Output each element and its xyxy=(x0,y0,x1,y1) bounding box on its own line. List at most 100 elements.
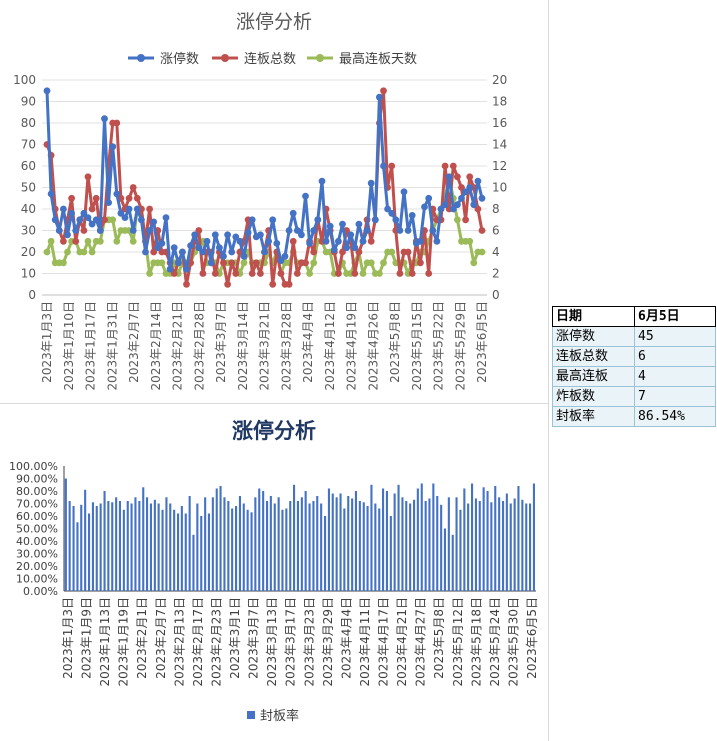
bar xyxy=(103,491,106,591)
bar xyxy=(424,501,427,591)
y-tick-label: 40.00% xyxy=(16,535,58,548)
data-point xyxy=(68,209,75,217)
row-label: 最高连板 xyxy=(552,366,635,387)
data-point xyxy=(293,270,301,277)
data-point xyxy=(339,220,346,228)
data-point xyxy=(273,240,281,247)
row-value: 7 xyxy=(634,386,716,407)
data-point xyxy=(129,184,137,191)
x-tick-label: 2023年4月27日 xyxy=(414,597,428,686)
bar xyxy=(397,484,400,592)
table-row: 炸板数 7 xyxy=(552,386,716,407)
x-tick-label: 2023年3月7日 xyxy=(214,301,228,383)
data-point xyxy=(277,270,285,277)
data-point xyxy=(162,214,170,222)
bar xyxy=(231,508,234,591)
data-point xyxy=(252,259,260,267)
bar xyxy=(196,503,199,591)
data-point xyxy=(376,93,383,101)
chart-legend: 涨停数 连板总数 最高连板天数 xyxy=(128,51,417,67)
row-label: 连板总数 xyxy=(552,346,635,367)
data-point xyxy=(117,209,125,217)
data-point xyxy=(228,259,236,267)
data-point xyxy=(113,237,121,245)
bar xyxy=(269,496,272,591)
data-point xyxy=(211,270,219,277)
data-point xyxy=(384,205,391,213)
data-point xyxy=(466,237,474,245)
bar xyxy=(149,503,152,591)
data-point xyxy=(306,270,313,277)
data-point xyxy=(47,237,55,245)
x-tick-label: 2023年3月14日 xyxy=(236,301,250,390)
data-point xyxy=(433,237,441,245)
data-point xyxy=(335,237,342,245)
bar xyxy=(91,502,94,592)
data-point xyxy=(220,259,227,267)
bar xyxy=(327,488,330,591)
legend-marker xyxy=(316,54,324,62)
data-point xyxy=(454,201,461,209)
data-point xyxy=(43,87,51,95)
x-tick-label: 2023年1月17日 xyxy=(84,301,98,390)
bar xyxy=(138,501,141,591)
data-point xyxy=(289,209,297,217)
row-value: 6 xyxy=(634,346,716,367)
bar xyxy=(490,502,493,592)
bar xyxy=(513,498,516,591)
x-tick-label: 2023年5月8日 xyxy=(388,301,402,383)
data-point xyxy=(351,244,359,252)
data-point xyxy=(404,227,412,234)
axis-ticks: 0102030405060708090100024681012141618202… xyxy=(13,73,507,390)
data-point xyxy=(133,205,141,213)
y-right-tick-label: 4 xyxy=(492,245,500,259)
bar xyxy=(207,513,210,591)
data-point xyxy=(109,216,117,224)
data-point xyxy=(269,216,277,224)
data-point xyxy=(187,242,195,250)
x-tick-label: 2023年2月21日 xyxy=(171,301,185,390)
bar xyxy=(84,489,87,592)
row-value: 86.54% xyxy=(634,406,716,427)
y-tick-label: 50.00% xyxy=(16,523,58,536)
data-point xyxy=(314,216,322,224)
y-right-tick-label: 12 xyxy=(492,159,507,173)
data-point xyxy=(293,227,301,234)
x-tick-label: 2023年2月23日 xyxy=(209,597,223,686)
data-point xyxy=(232,270,240,277)
data-point xyxy=(449,162,457,170)
legend-label: 涨停数 xyxy=(160,51,199,67)
bar xyxy=(486,491,489,591)
data-point xyxy=(170,270,178,277)
y-left-tick-label: 30 xyxy=(21,224,36,238)
bar xyxy=(254,497,257,592)
table-row: 封板率 86.54% xyxy=(552,406,716,427)
data-point xyxy=(458,194,465,202)
data-point xyxy=(244,229,252,237)
data-point xyxy=(441,201,449,209)
data-point xyxy=(392,216,400,224)
data-point xyxy=(179,248,186,256)
bar xyxy=(115,497,118,592)
bar xyxy=(324,516,327,591)
data-point xyxy=(232,233,240,241)
bar xyxy=(478,501,481,591)
x-tick-label: 2023年3月28日 xyxy=(279,301,293,390)
bar xyxy=(300,497,303,592)
series-layer xyxy=(43,87,486,288)
row-value: 45 xyxy=(634,326,716,347)
data-point xyxy=(257,270,264,277)
data-point xyxy=(80,209,88,217)
data-point xyxy=(158,240,166,247)
header-date-label: 日期 xyxy=(552,306,635,327)
bar xyxy=(312,501,315,591)
data-point xyxy=(330,246,338,254)
data-point xyxy=(109,143,117,151)
data-point xyxy=(474,177,482,185)
y-left-tick-label: 40 xyxy=(21,202,36,216)
x-tick-label: 2023年5月18日 xyxy=(469,597,483,686)
y-tick-label: 10.00% xyxy=(16,573,58,586)
legend-label: 最高连板天数 xyxy=(339,51,417,67)
bar xyxy=(238,496,241,591)
data-point xyxy=(72,237,80,245)
